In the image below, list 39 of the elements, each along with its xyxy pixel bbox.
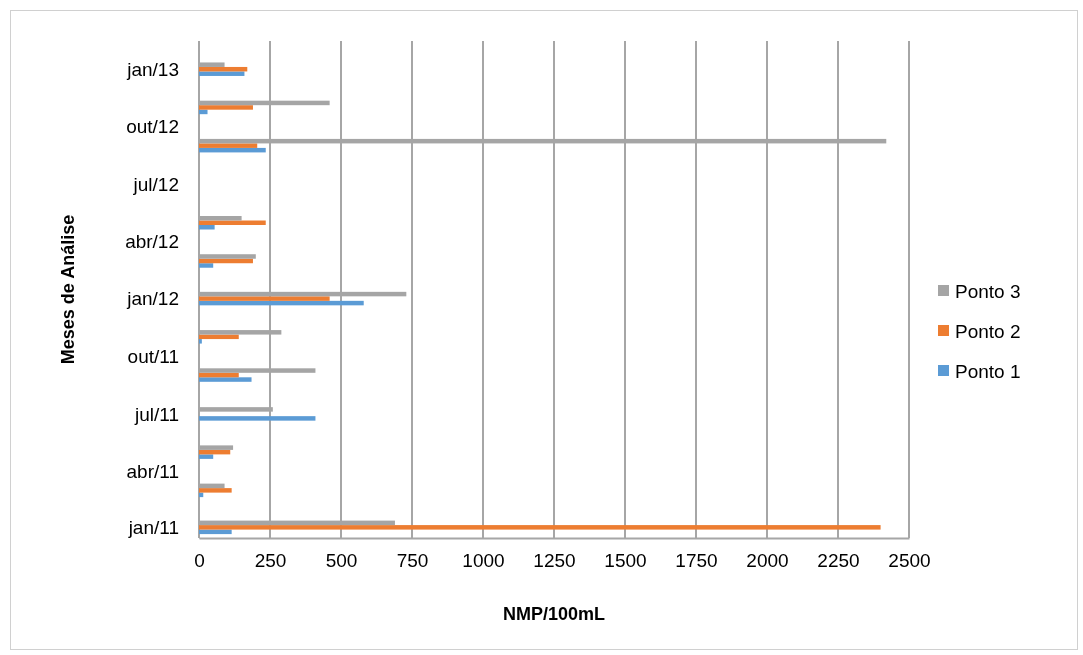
x-tick-label: 2500 (888, 550, 931, 572)
legend-label: Ponto 3 (955, 280, 1021, 302)
x-tick-label: 2000 (746, 550, 789, 572)
x-tick-label: 1750 (675, 550, 718, 572)
y-tick-label: jan/13 (126, 58, 179, 80)
bar (199, 416, 316, 421)
x-axis-title: NMP/100mL (502, 604, 606, 624)
y-tick-label: out/12 (126, 116, 179, 138)
x-tick-label: 1000 (462, 550, 505, 572)
legend-label: Ponto 1 (955, 360, 1021, 382)
bar (199, 105, 253, 110)
bar (199, 339, 202, 344)
x-tick-label: 1250 (533, 550, 576, 572)
bar (199, 525, 881, 530)
bar (199, 454, 214, 459)
bar (199, 109, 208, 115)
legend-label: Ponto 2 (955, 320, 1021, 342)
x-tick-label: 250 (254, 550, 287, 572)
bar (199, 377, 252, 382)
y-tick-label: jul/11 (133, 403, 179, 425)
y-tick-label: out/11 (127, 345, 179, 367)
y-axis-title: Meses de Análise (58, 214, 78, 365)
y-tick-label: jan/12 (126, 288, 179, 310)
y-tick-label: jul/12 (132, 174, 179, 196)
x-tick-label: 1500 (604, 550, 647, 572)
bar (199, 143, 258, 148)
y-tick-label: jan/11 (127, 516, 179, 538)
bar (199, 263, 214, 268)
x-tick-label: 500 (325, 550, 358, 572)
bar (199, 488, 232, 493)
bar (199, 529, 232, 535)
bar (199, 71, 245, 76)
bar (199, 296, 330, 301)
x-tick-label: 750 (396, 550, 429, 572)
x-tick-label: 0 (194, 550, 205, 572)
y-tick-label: abr/12 (125, 231, 179, 253)
y-tick-label: abr/11 (126, 460, 179, 482)
bar (199, 225, 215, 230)
x-tick-label: 2250 (817, 550, 860, 572)
